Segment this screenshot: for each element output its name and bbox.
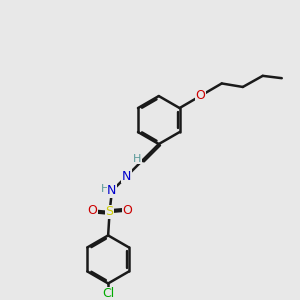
- Text: O: O: [88, 204, 98, 217]
- Text: S: S: [106, 206, 114, 218]
- Text: H: H: [101, 184, 110, 194]
- Text: N: N: [122, 170, 131, 183]
- Text: N: N: [107, 184, 117, 197]
- Text: H: H: [133, 154, 142, 164]
- Text: Cl: Cl: [102, 287, 114, 300]
- Text: O: O: [122, 204, 132, 217]
- Text: O: O: [196, 89, 206, 102]
